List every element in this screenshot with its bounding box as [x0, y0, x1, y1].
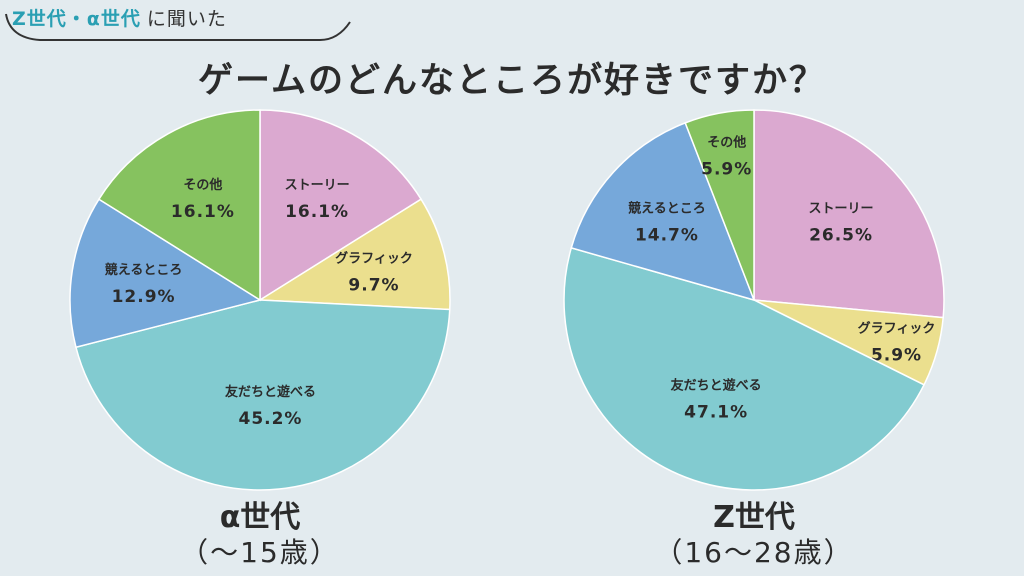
age-label-alpha: （～15歳）	[180, 536, 340, 569]
header-underline	[5, 13, 351, 41]
slice-value-label: 14.7%	[635, 226, 699, 246]
slice-label: その他	[707, 134, 746, 150]
pie-slice-2	[257, 198, 451, 311]
slice-label: 友だちと遊べる	[671, 377, 762, 393]
slice-value-label: 26.5%	[809, 226, 873, 246]
slice-label: 競えるところ	[105, 262, 183, 278]
pie-slice-4	[69, 198, 262, 349]
pie-slice-3	[563, 246, 926, 491]
slice-label: 競えるところ	[628, 201, 706, 217]
pie-slice-4	[570, 121, 756, 302]
age-label-z: （16～28歳）	[654, 536, 854, 569]
slice-label: 友だちと遊べる	[225, 384, 316, 400]
group-label-z: Z世代	[713, 500, 795, 535]
slice-value-label: 5.9%	[701, 159, 752, 179]
slice-value-label: 5.9%	[871, 346, 922, 366]
slice-label: ストーリー	[809, 202, 874, 217]
subtitle: Z世代・α世代 に聞いた	[12, 4, 227, 31]
page-title: ゲームのどんなところが好きですか？	[198, 61, 826, 101]
group-label-alpha: α世代	[219, 500, 301, 535]
pie-slice-5	[684, 109, 755, 301]
pie-slice-3	[75, 299, 451, 491]
slice-value-label: 12.9%	[112, 287, 176, 307]
slice-label: ストーリー	[285, 178, 350, 193]
slice-value-label: 9.7%	[348, 275, 399, 295]
slice-value-label: 16.1%	[285, 202, 349, 222]
subtitle-rest: に聞いた	[146, 8, 227, 30]
pie-slice-1	[259, 109, 423, 302]
pie-slice-1	[753, 109, 945, 319]
slice-label: グラフィック	[335, 250, 413, 266]
slice-label: その他	[183, 177, 222, 193]
subtitle-accent: Z世代・α世代	[12, 8, 141, 30]
caption-alpha: α世代 （～15歳）	[110, 500, 410, 570]
pie-slice-5	[97, 109, 261, 302]
slice-value-label: 47.1%	[684, 402, 748, 422]
slice-label: グラフィック	[858, 321, 936, 337]
slice-value-label: 16.1%	[171, 202, 235, 222]
header: Z世代・α世代 に聞いた ゲームのどんなところが好きですか？	[0, 0, 1024, 110]
slice-value-label: 45.2%	[238, 409, 302, 429]
caption-z: Z世代 （16～28歳）	[604, 500, 904, 570]
